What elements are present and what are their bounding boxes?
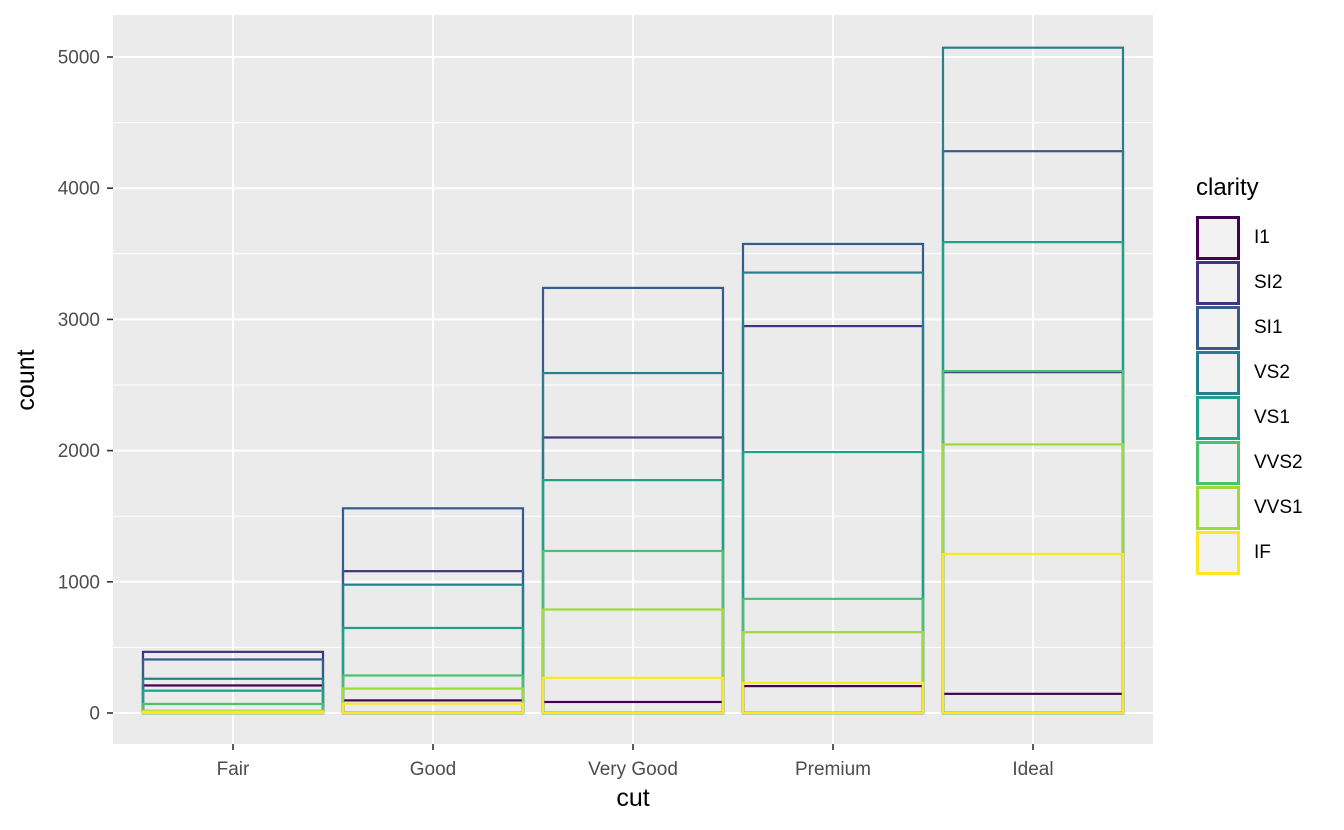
legend-item-i1: I1 (1196, 216, 1344, 260)
legend-key-swatch-vvs2 (1196, 441, 1240, 485)
bar-outline-if-ideal (941, 552, 1125, 715)
axes-layer: 0 1000 2000 3000 4000 5000 Fair Good Very Good Pr… (58, 48, 1054, 781)
bar-outline-if-fair (141, 710, 325, 715)
legend-key-swatch-if (1196, 531, 1240, 575)
y-tick-label: 4000 (58, 179, 100, 200)
x-tick-label: Ideal (1012, 759, 1053, 780)
legend-key-swatch-i1 (1196, 216, 1240, 260)
legend-label: VS2 (1254, 362, 1290, 383)
y-tick-label: 3000 (58, 310, 100, 331)
legend-title: clarity (1196, 174, 1259, 201)
legend-item-si2: SI2 (1196, 261, 1344, 305)
legend-item-vvs1: VVS1 (1196, 486, 1344, 530)
legend-item-vs2: VS2 (1196, 351, 1344, 395)
bars-layer (141, 46, 1125, 715)
legend-item-vs1: VS1 (1196, 396, 1344, 440)
legend-label: VS1 (1254, 407, 1290, 428)
legend-key-swatch-si2 (1196, 261, 1240, 305)
x-tick-label: Premium (795, 759, 871, 780)
legend-label: IF (1254, 542, 1271, 563)
bar-outline-if-good (341, 702, 525, 715)
x-tick-label: Very Good (588, 759, 678, 780)
gridline-layer (113, 15, 1153, 744)
y-tick-label: 2000 (58, 441, 100, 462)
x-tick-label: Fair (217, 759, 250, 780)
x-tick-label: Good (410, 759, 456, 780)
legend-key-swatch-vs2 (1196, 351, 1240, 395)
legend-item-si1: SI1 (1196, 306, 1344, 350)
legend: clarity I1 SI2 SI1 VS2 VS1 VVS2 VVS1 IF (1196, 174, 1344, 576)
legend-label: SI1 (1254, 317, 1283, 338)
legend-key-swatch-vs1 (1196, 396, 1240, 440)
legend-key-swatch-si1 (1196, 306, 1240, 350)
bar-outline-if-premium (741, 681, 925, 715)
y-tick-label: 5000 (58, 48, 100, 69)
legend-item-if: IF (1196, 531, 1344, 575)
bar-outline-if-very-good (541, 676, 725, 715)
legend-key-swatch-vvs1 (1196, 486, 1240, 530)
x-axis-title: cut (616, 784, 649, 812)
y-tick-label: 1000 (58, 572, 100, 593)
legend-item-vvs2: VVS2 (1196, 441, 1344, 485)
legend-label: SI2 (1254, 272, 1283, 293)
y-tick-label: 0 (89, 704, 100, 725)
legend-label: VVS1 (1254, 497, 1303, 518)
legend-label: I1 (1254, 227, 1270, 248)
legend-items: I1 SI2 SI1 VS2 VS1 VVS2 VVS1 IF (1196, 216, 1344, 575)
y-axis-title: count (12, 349, 40, 410)
legend-label: VVS2 (1254, 452, 1303, 473)
